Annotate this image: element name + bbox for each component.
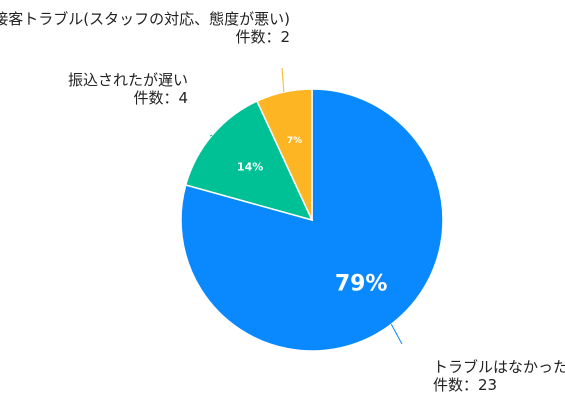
count-label: 件数：4 — [133, 89, 188, 107]
category-label: トラブルはなかった — [433, 358, 565, 376]
count-label: 件数：2 — [235, 28, 290, 46]
category-label: 接客トラブル(スタッフの対応、態度が悪い) — [0, 10, 290, 28]
leader-line — [209, 134, 213, 137]
data-label: 14% — [237, 160, 263, 173]
leader-line — [281, 67, 285, 93]
count-label: 件数：23 — [433, 376, 497, 394]
pie-slices — [180, 88, 444, 352]
pie-slice — [255, 88, 313, 221]
pie-slice — [184, 100, 314, 222]
data-label: 7% — [287, 136, 302, 146]
leader-line — [390, 324, 403, 345]
category-label: 振込されたが遅い — [68, 71, 188, 89]
data-label: 79% — [335, 272, 388, 297]
